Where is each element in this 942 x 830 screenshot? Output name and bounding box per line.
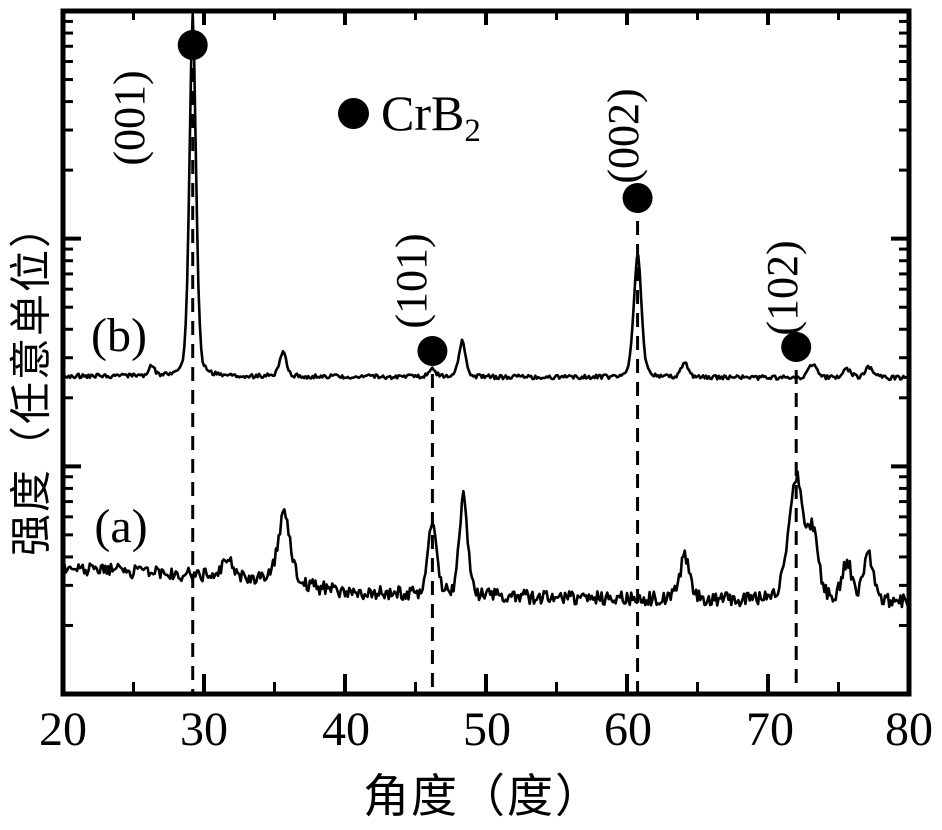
curve-a [65, 470, 907, 609]
crb2-marker-102 [781, 332, 812, 362]
hkl-label-102: (102) [758, 240, 807, 336]
y-axis-title: 强度（任意单位） [9, 203, 56, 557]
curve-label-a: (a) [94, 500, 148, 553]
legend-label: CrB2 [381, 88, 481, 148]
legend-formula-subscript: 2 [464, 113, 481, 149]
x-tick-label-60: 60 [604, 703, 652, 756]
crb2-marker-001 [177, 30, 208, 60]
x-tick-label-70: 70 [746, 703, 794, 756]
traces [65, 13, 907, 609]
x-tick-label-40: 40 [322, 703, 370, 756]
plot-border [60, 8, 912, 697]
crb2-marker-002 [622, 183, 653, 213]
curve-label-b: (b) [91, 309, 147, 362]
x-tick-label-30: 30 [180, 703, 228, 756]
x-tick-label-20: 20 [39, 703, 87, 756]
hkl-label-101: (101) [387, 233, 436, 329]
curve-b [65, 13, 907, 382]
x-tick-label-50: 50 [463, 703, 511, 756]
crb2-legend: CrB2 [338, 88, 481, 148]
hkl-label-001: (001) [105, 70, 154, 166]
x-axis-title: 角度（度） [363, 771, 603, 822]
x-tick-label-80: 80 [885, 703, 933, 756]
hkl-label-002: (002) [599, 88, 648, 184]
filled-circle-icon [338, 98, 369, 129]
crb2-marker-101 [417, 336, 448, 366]
legend-formula: CrB [381, 85, 465, 141]
